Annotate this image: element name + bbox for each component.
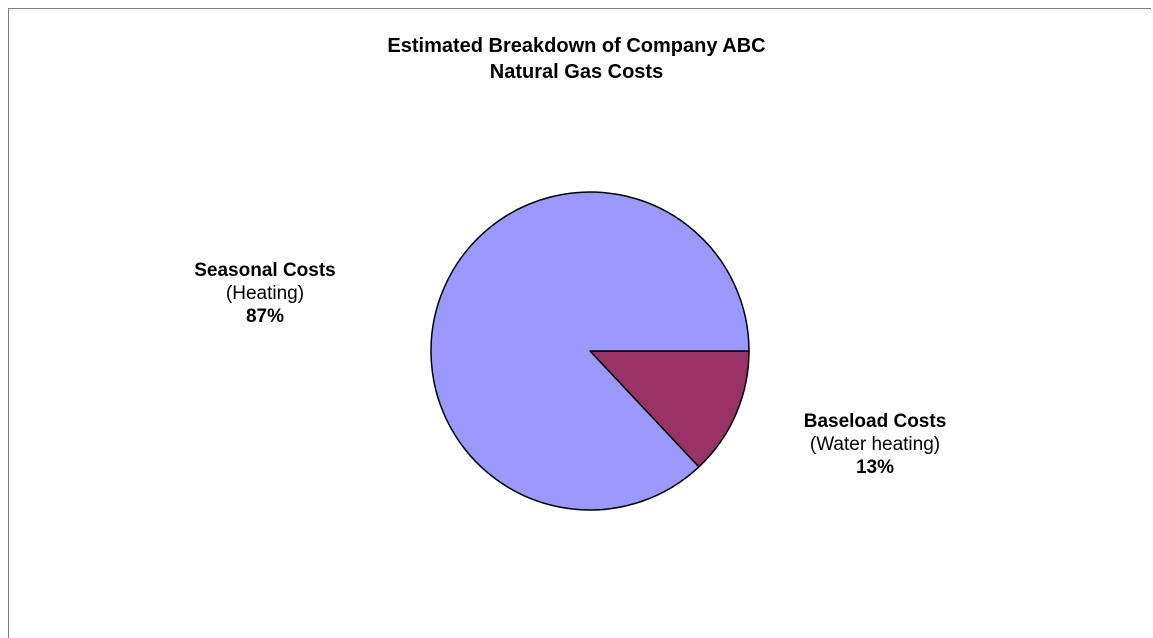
label-baseload-costs: Baseload Costs (Water heating) 13%: [770, 410, 980, 479]
label-seasonal-costs: Seasonal Costs (Heating) 87%: [160, 259, 370, 328]
chart-title: Estimated Breakdown of Company ABC Natur…: [0, 33, 1153, 85]
slice-value-seasonal: 87%: [245, 306, 285, 327]
chart-title-line-2: Natural Gas Costs: [489, 61, 664, 83]
slice-subtitle-seasonal: (Heating): [225, 283, 305, 304]
chart-title-line-1: Estimated Breakdown of Company ABC: [387, 35, 766, 57]
slice-value-baseload: 13%: [855, 457, 895, 478]
slice-name-seasonal: Seasonal Costs: [194, 260, 336, 281]
slice-subtitle-baseload: (Water heating): [809, 434, 941, 455]
slice-name-baseload: Baseload Costs: [803, 411, 947, 432]
pie-slice-seasonal-costs: [430, 191, 750, 511]
pie-slices: [430, 191, 750, 511]
pie-slice-baseload-costs: [589, 350, 750, 468]
